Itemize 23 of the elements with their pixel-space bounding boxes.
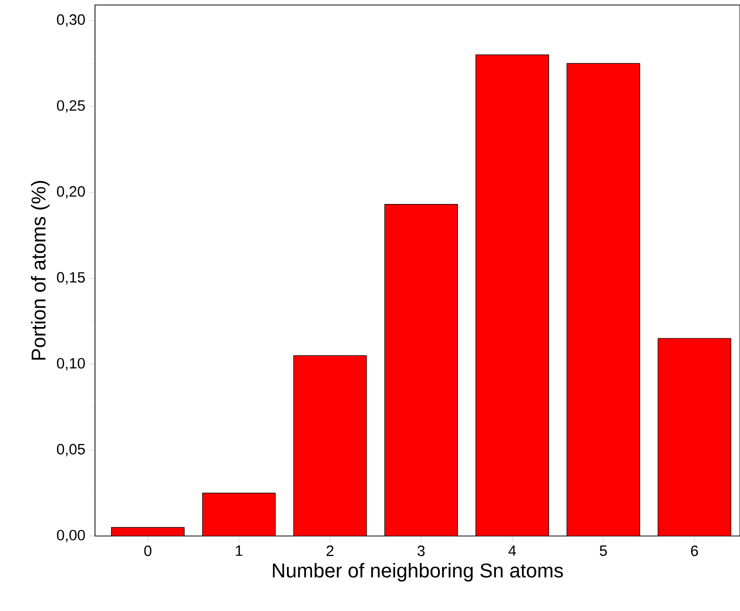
y-tick-label: 0,20 xyxy=(56,186,85,198)
bar xyxy=(658,338,732,536)
bar xyxy=(476,54,549,536)
bar xyxy=(384,204,458,536)
x-tick-label: 5 xyxy=(600,546,607,556)
x-tick-label: 3 xyxy=(418,546,425,556)
bar xyxy=(202,493,276,536)
x-tick-label: 2 xyxy=(326,546,334,556)
y-tick-label: 0,30 xyxy=(56,14,85,27)
x-tick-label: 6 xyxy=(691,546,698,556)
x-tick-label: 1 xyxy=(236,546,242,556)
y-tick-label: 0,15 xyxy=(56,272,85,284)
x-tick-label: 4 xyxy=(508,546,516,556)
y-axis-title: Portion of atoms (%) xyxy=(30,180,50,360)
y-tick-label: 0,05 xyxy=(56,444,85,456)
y-tick-label: 0,00 xyxy=(56,530,85,542)
y-tick-label: 0,25 xyxy=(56,100,85,113)
bar xyxy=(566,63,640,536)
bar xyxy=(111,527,184,536)
x-axis-title: Number of neighboring Sn atoms xyxy=(272,562,563,582)
bar xyxy=(294,356,366,536)
y-tick-label: 0,10 xyxy=(56,358,85,370)
x-tick-label: 0 xyxy=(144,546,152,556)
